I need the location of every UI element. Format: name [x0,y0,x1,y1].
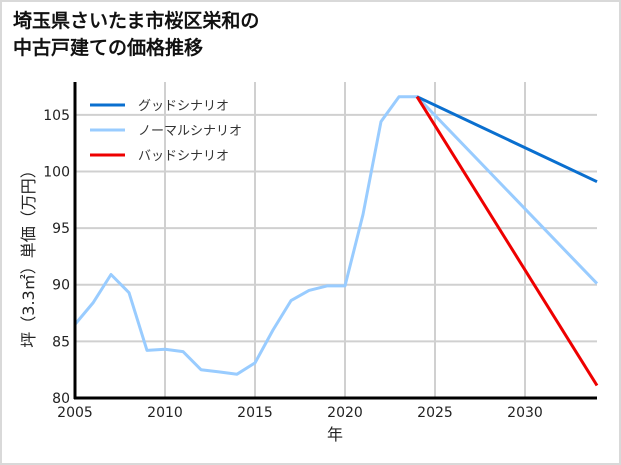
chart-title: 埼玉県さいたま市桜区栄和の 中古戸建ての価格推移 [13,8,259,62]
chart-title-line-2: 中古戸建ての価格推移 [13,37,204,59]
chart-title-line-1: 埼玉県さいたま市桜区栄和の [13,10,260,32]
y-tick-label: 95 [52,221,70,237]
series-lines [73,95,599,387]
y-tick-label: 80 [52,391,70,407]
y-tick-label: 90 [52,278,70,294]
legend-label-1: ノーマルシナリオ [138,124,242,139]
y-axis-label: 坪（3.3㎡）単価（万円） [19,162,38,347]
x-tick-label: 2005 [57,405,93,421]
x-tick-label: 2010 [147,405,183,421]
series-line-1 [73,95,599,376]
series-line-0 [416,95,598,184]
x-tick-label: 2020 [327,405,363,421]
y-tick-label: 100 [43,164,70,180]
axes [73,82,597,400]
x-tick-label: 2025 [417,405,453,421]
x-tick-label: 2030 [507,405,543,421]
y-tick-label: 85 [52,334,70,350]
legend-label-2: バッドシナリオ [138,149,229,164]
x-axis-label: 年 [327,425,343,444]
tick-labels: 80 85 90 95 100 105 2005 2010 2015 2020 2025 2030 [43,108,543,421]
legend-label-0: グッドシナリオ [138,99,229,114]
series-line-2 [415,95,599,387]
y-tick-label: 105 [43,108,70,124]
x-tick-label: 2015 [237,405,273,421]
